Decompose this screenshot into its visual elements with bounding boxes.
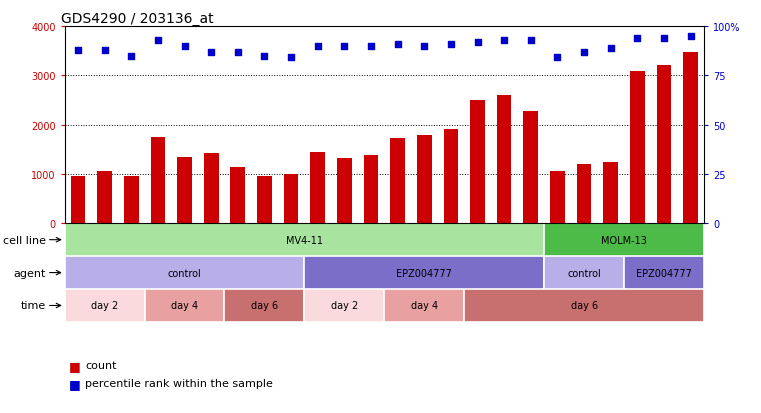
Text: day 2: day 2: [331, 301, 358, 311]
Point: [98, 47, 111, 54]
Point: [551, 55, 563, 62]
Bar: [224, 290, 304, 322]
Bar: [524, 112, 538, 224]
Text: count: count: [85, 361, 116, 370]
Bar: [304, 256, 544, 290]
Bar: [145, 290, 224, 322]
Point: [658, 36, 670, 42]
Text: day 4: day 4: [171, 301, 198, 311]
Point: [444, 41, 457, 48]
Bar: [97, 172, 112, 224]
Bar: [550, 171, 565, 224]
Point: [258, 53, 271, 59]
Text: EPZ004777: EPZ004777: [636, 268, 692, 278]
Text: ■: ■: [68, 377, 80, 390]
Point: [312, 43, 324, 50]
Point: [604, 45, 616, 52]
Bar: [364, 156, 378, 224]
Text: ■: ■: [68, 359, 80, 372]
Bar: [65, 256, 304, 290]
Point: [72, 47, 84, 54]
Point: [365, 43, 377, 50]
Point: [631, 36, 643, 42]
Bar: [417, 136, 431, 224]
Bar: [151, 138, 165, 224]
Point: [684, 33, 696, 40]
Bar: [444, 130, 458, 224]
Bar: [65, 224, 544, 256]
Bar: [470, 101, 485, 224]
Bar: [683, 53, 698, 224]
Bar: [304, 290, 384, 322]
Bar: [337, 159, 352, 224]
Text: control: control: [167, 268, 202, 278]
Bar: [497, 96, 511, 224]
Bar: [310, 152, 325, 224]
Bar: [257, 176, 272, 224]
Text: EPZ004777: EPZ004777: [396, 268, 452, 278]
Text: cell line: cell line: [2, 235, 46, 245]
Point: [524, 37, 537, 44]
Bar: [577, 165, 591, 224]
Text: MV4-11: MV4-11: [286, 235, 323, 245]
Point: [285, 55, 297, 62]
Text: day 6: day 6: [251, 301, 278, 311]
Point: [419, 43, 431, 50]
Point: [125, 53, 137, 59]
Text: control: control: [567, 268, 601, 278]
Text: percentile rank within the sample: percentile rank within the sample: [85, 378, 273, 388]
Text: day 2: day 2: [91, 301, 118, 311]
Bar: [204, 154, 218, 224]
Bar: [65, 290, 145, 322]
Point: [178, 43, 190, 50]
Bar: [124, 177, 139, 224]
Bar: [544, 256, 624, 290]
Text: MOLM-13: MOLM-13: [601, 235, 647, 245]
Point: [391, 41, 403, 48]
Point: [471, 39, 484, 46]
Text: agent: agent: [13, 268, 46, 278]
Bar: [71, 177, 85, 224]
Text: time: time: [21, 301, 46, 311]
Text: day 4: day 4: [411, 301, 438, 311]
Bar: [284, 174, 298, 224]
Text: GDS4290 / 203136_at: GDS4290 / 203136_at: [62, 12, 214, 26]
Bar: [657, 66, 671, 224]
Bar: [231, 167, 245, 224]
Bar: [390, 139, 405, 224]
Bar: [464, 290, 704, 322]
Bar: [603, 162, 618, 224]
Point: [498, 37, 510, 44]
Bar: [384, 290, 464, 322]
Bar: [544, 224, 704, 256]
Bar: [624, 256, 704, 290]
Point: [578, 49, 590, 56]
Bar: [630, 72, 645, 224]
Bar: [177, 157, 192, 224]
Text: day 6: day 6: [571, 301, 597, 311]
Point: [205, 49, 218, 56]
Point: [151, 37, 164, 44]
Point: [338, 43, 350, 50]
Point: [231, 49, 244, 56]
